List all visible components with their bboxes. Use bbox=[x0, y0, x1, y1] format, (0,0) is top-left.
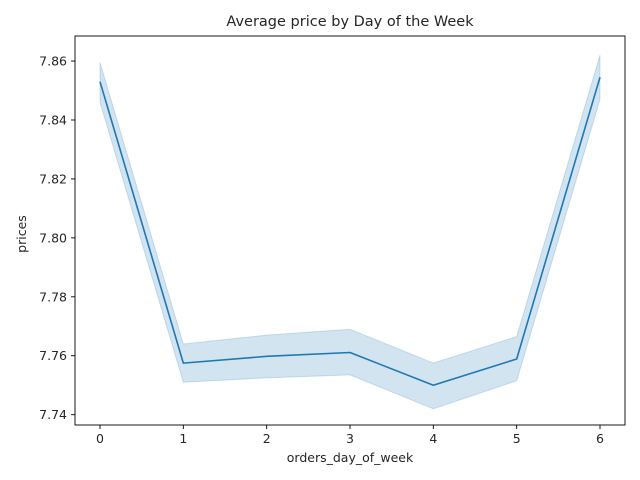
y-tick-label: 7.74 bbox=[39, 407, 67, 422]
confidence-band bbox=[99, 55, 601, 410]
y-tick-label: 7.84 bbox=[39, 112, 67, 127]
y-tick-label: 7.78 bbox=[39, 289, 67, 304]
x-tick-label: 2 bbox=[263, 431, 271, 446]
x-axis-label: orders_day_of_week bbox=[287, 450, 414, 465]
x-tick-label: 6 bbox=[596, 431, 604, 446]
y-tick-label: 7.86 bbox=[39, 54, 67, 69]
x-tick-label: 4 bbox=[429, 431, 437, 446]
plot-area: 0 1 2 3 4 5 6 7.74 7.76 7.78 7.80 7.82 7.84 7.86 bbox=[39, 35, 626, 446]
chart-title: Average price by Day of the Week bbox=[226, 14, 474, 30]
x-tick-label: 0 bbox=[96, 431, 104, 446]
x-tick-label: 3 bbox=[346, 431, 354, 446]
y-tick-label: 7.80 bbox=[39, 230, 67, 245]
y-axis-label: prices bbox=[14, 215, 29, 253]
x-tick-label: 5 bbox=[513, 431, 521, 446]
x-tick-label: 1 bbox=[179, 431, 187, 446]
y-tick-label: 7.76 bbox=[39, 348, 67, 363]
y-tick-label: 7.82 bbox=[39, 171, 67, 186]
